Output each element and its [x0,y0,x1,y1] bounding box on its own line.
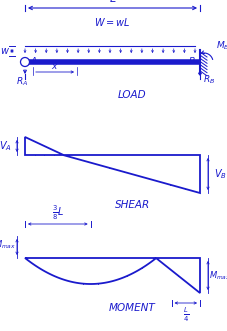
Circle shape [20,58,29,67]
Text: $\frac{L}{4}$: $\frac{L}{4}$ [182,306,188,324]
Text: $A$: $A$ [30,56,38,67]
Text: $L$: $L$ [108,0,116,4]
Text: $M_{max}$: $M_{max}$ [208,269,227,282]
Text: $V_A$: $V_A$ [0,139,11,153]
Text: $x$: $x$ [51,62,59,71]
Text: $B$: $B$ [187,56,195,67]
Text: $R_B$: $R_B$ [202,73,214,85]
Text: MOMENT: MOMENT [109,303,155,313]
Text: $V_B$: $V_B$ [213,167,225,181]
Polygon shape [25,137,63,155]
Polygon shape [155,258,199,293]
Text: $W = wL$: $W = wL$ [94,16,130,28]
Text: $w$: $w$ [0,46,10,56]
Polygon shape [25,258,155,284]
Polygon shape [63,155,199,193]
Text: $M_{max}$: $M_{max}$ [0,239,16,251]
Text: $R_A$: $R_A$ [16,75,28,87]
Text: LOAD: LOAD [118,90,146,100]
Text: SHEAR: SHEAR [114,200,149,210]
Text: $\frac{3}{8}L$: $\frac{3}{8}L$ [51,204,64,222]
Text: $M_B$: $M_B$ [215,40,227,53]
